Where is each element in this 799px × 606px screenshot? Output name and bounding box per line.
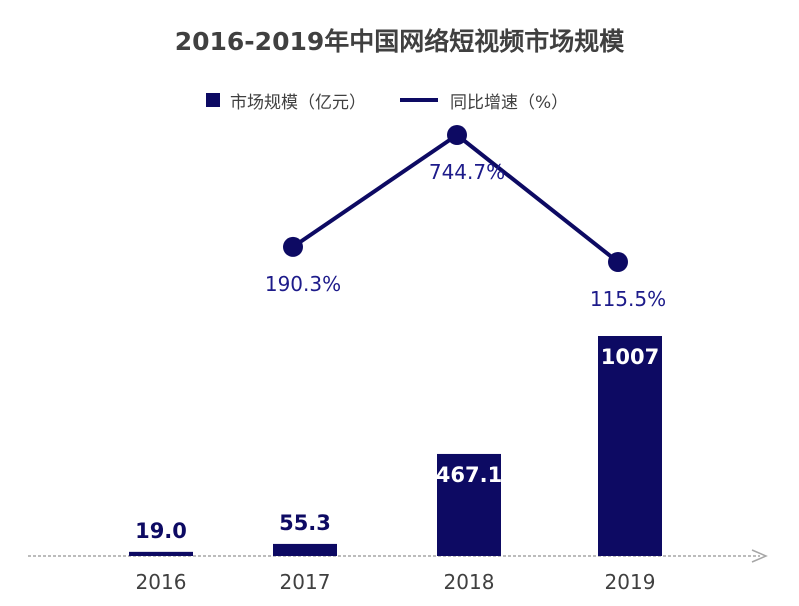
x-axis-arrow [751,549,768,563]
bar-2016 [129,551,193,556]
legend: 市场规模（亿元） 同比增速（%） [206,88,602,113]
bar-value-label-2017: 55.3 [279,511,331,535]
bar-2018 [437,453,501,556]
bar-value-label-2019: 1007 [601,345,659,369]
legend-item-growth-rate: 同比增速（%） [400,88,568,113]
legend-label-market-size: 市场规模（亿元） [230,92,366,113]
growth-label-2018: 744.7% [429,160,505,184]
bar-2019 [598,336,662,556]
legend-label-growth-rate: 同比增速（%） [450,92,569,113]
growth-label-2019: 115.5% [590,287,666,311]
bar-value-label-2016: 19.0 [135,519,187,543]
legend-line-swatch [400,98,438,102]
legend-bar-swatch [206,93,220,107]
x-tick-label-2016: 2016 [136,570,187,594]
growth-label-2017: 190.3% [265,272,341,296]
bar-value-label-2018: 467.1 [436,463,502,487]
growth-point-2018 [447,125,467,145]
chart-title: 2016-2019年中国网络短视频市场规模 [174,27,625,56]
x-tick-label-2018: 2018 [444,570,495,594]
bar-2017 [273,543,337,556]
growth-rate-line [291,133,620,264]
x-tick-label-2019: 2019 [605,570,656,594]
x-tick-label-2017: 2017 [280,570,331,594]
legend-item-market-size: 市场规模（亿元） [206,88,366,113]
growth-point-2019 [608,252,628,272]
growth-point-2017 [283,236,303,257]
